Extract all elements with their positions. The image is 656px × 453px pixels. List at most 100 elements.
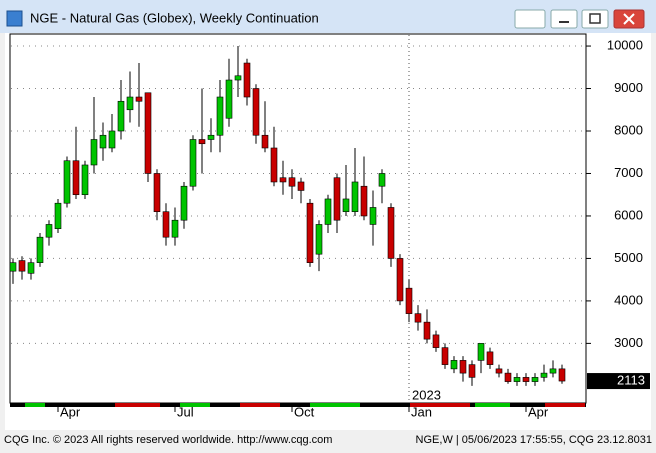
candle-body	[306, 202, 314, 263]
candle-body	[126, 96, 134, 111]
time-strip-seg	[240, 403, 280, 407]
time-strip-seg	[180, 403, 210, 407]
candle-body	[171, 219, 179, 238]
time-strip-seg	[25, 403, 45, 407]
x-tick-label: Jul	[177, 404, 194, 419]
candle-body	[9, 262, 17, 272]
candle-body	[459, 360, 467, 374]
candle-body	[342, 198, 350, 213]
candle-body	[270, 147, 278, 183]
candle-body	[81, 164, 89, 196]
time-strip-seg	[310, 403, 360, 407]
candle-body	[18, 260, 26, 272]
candle-body	[180, 185, 188, 221]
candle-body	[531, 377, 539, 382]
candle-body	[486, 351, 494, 365]
candle-body	[432, 334, 440, 348]
close-icon	[623, 13, 635, 25]
candle-body	[333, 177, 341, 221]
candle-body	[36, 236, 44, 263]
y-tick-label: 4000	[614, 292, 643, 307]
x-tick-label: Apr	[60, 404, 81, 419]
candle-body	[549, 368, 557, 374]
app-icon	[6, 10, 23, 27]
time-strip-seg	[545, 403, 585, 407]
candle-body	[72, 160, 80, 196]
x-tick-label: Oct	[294, 404, 315, 419]
y-tick-label: 6000	[614, 207, 643, 222]
candle-body	[207, 134, 215, 140]
candle-body	[27, 262, 35, 274]
copyright: CQG Inc. © 2023 All rights reserved worl…	[4, 434, 332, 446]
candle-body	[396, 258, 404, 302]
window-title: NGE - Natural Gas (Globex), Weekly Conti…	[30, 10, 319, 25]
y-tick-label: 3000	[614, 335, 643, 350]
candle-body	[162, 211, 170, 238]
candle-body	[99, 134, 107, 149]
candle-body	[243, 62, 251, 98]
candle-body	[495, 368, 503, 374]
candle-body	[117, 100, 125, 132]
candle-body	[378, 173, 386, 187]
last-price-label: 2113	[617, 372, 645, 387]
candle-body	[90, 139, 98, 166]
candle-body	[477, 343, 485, 361]
candle-body	[468, 364, 476, 378]
candle-body	[45, 224, 53, 238]
candle-body	[63, 160, 71, 204]
plot-area	[9, 33, 587, 404]
window-buttons[interactable]	[514, 9, 645, 29]
candle-body	[450, 360, 458, 370]
candle-body	[189, 139, 197, 187]
candle-body	[297, 181, 305, 191]
candle-body	[153, 173, 161, 213]
candle-body	[225, 79, 233, 119]
link-button[interactable]	[514, 9, 546, 29]
candle-body	[423, 321, 431, 340]
candle-body	[144, 92, 152, 174]
time-strip	[10, 403, 586, 407]
candle-body	[558, 368, 566, 382]
y-tick-label: 10000	[607, 37, 643, 52]
candle-body	[198, 139, 206, 145]
y-tick-label: 9000	[614, 80, 643, 95]
candle-body	[108, 130, 116, 149]
y-tick-label: 5000	[614, 250, 643, 265]
last-price-box	[587, 373, 650, 390]
candle-body	[405, 287, 413, 314]
candle-body	[351, 181, 359, 213]
candle-body	[234, 75, 242, 81]
candle-body	[279, 177, 287, 183]
status: NGE,W | 05/06/2023 17:55:55, CQG 23.12.8…	[416, 434, 652, 446]
candle-body	[504, 372, 512, 382]
y-tick-label: 8000	[614, 122, 643, 137]
title-bar	[0, 0, 656, 33]
candle-body	[414, 313, 422, 323]
candle-body	[513, 377, 521, 382]
status-bar	[0, 431, 656, 448]
candle-body	[540, 372, 548, 378]
candle-body	[324, 198, 332, 225]
year-label: 2023	[412, 387, 441, 402]
x-tick-label: Apr	[528, 404, 549, 419]
candle-body	[261, 134, 269, 149]
candle-body	[54, 202, 62, 229]
maximize-button[interactable]	[581, 9, 609, 29]
candle-body	[441, 347, 449, 365]
candle-body	[135, 96, 143, 102]
maximize-icon	[589, 13, 601, 24]
candle-body	[522, 377, 530, 382]
candle-body	[360, 185, 368, 217]
minimize-button[interactable]	[550, 9, 578, 29]
x-tick-label: Jan	[411, 404, 432, 419]
candle-body	[252, 88, 260, 136]
time-strip-seg	[410, 403, 470, 407]
candle-body	[387, 207, 395, 259]
y-tick-label: 7000	[614, 165, 643, 180]
candle-body	[315, 224, 323, 255]
candle-body	[288, 177, 296, 187]
candle-body	[369, 207, 377, 225]
candle-body	[216, 96, 224, 136]
time-strip-seg	[115, 403, 160, 407]
